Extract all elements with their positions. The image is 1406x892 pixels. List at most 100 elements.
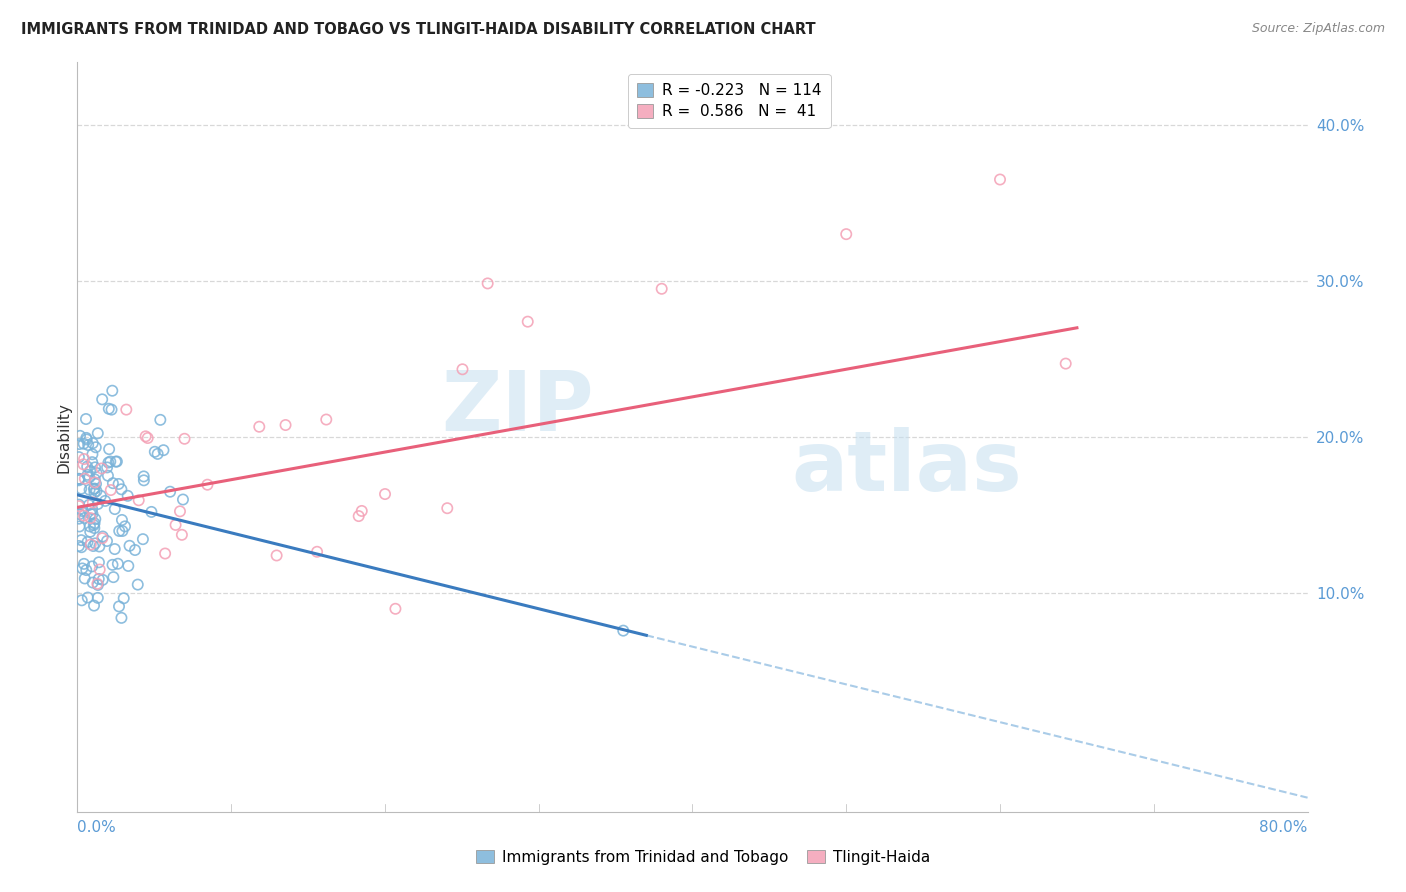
Point [76,535,98,549]
Text: IMMIGRANTS FROM TRINIDAD AND TOBAGO VS TLINGIT-HAIDA DISABILITY CORRELATION CHAR: IMMIGRANTS FROM TRINIDAD AND TOBAGO VS T… [21,22,815,37]
Point [107,477,129,491]
Point [96,460,118,475]
Point [75,412,97,426]
Point [87,426,110,441]
Point [89,540,111,554]
Point [350,504,373,518]
Point [83,485,105,500]
Point [73,508,96,523]
Point [73,472,96,486]
Point [83,475,105,490]
Point [75,563,97,577]
Point [436,501,458,516]
Point [114,519,136,533]
Point [67,499,90,513]
Point [141,505,163,519]
Point [97,468,120,483]
Point [96,534,118,549]
Text: 80.0%: 80.0% [1260,820,1308,835]
Point [1054,357,1077,371]
Point [67,473,90,487]
Point [70,593,93,607]
Point [374,487,396,501]
Point [76,433,98,447]
Point [651,282,673,296]
Point [91,531,114,545]
Point [87,578,110,592]
Point [159,484,181,499]
Point [79,524,101,539]
Point [170,528,193,542]
Point [72,504,94,518]
Point [90,461,112,475]
Point [103,570,125,584]
Point [82,455,104,469]
Point [90,489,112,503]
Point [274,417,297,432]
Point [143,444,166,458]
Text: atlas: atlas [792,426,1022,508]
Point [86,466,108,480]
Point [132,469,155,483]
Point [89,563,111,577]
Point [835,227,858,241]
Point [67,498,90,512]
Point [82,502,104,516]
Point [67,519,90,533]
Point [67,450,90,464]
Point [86,576,108,591]
Point [84,440,107,454]
Point [165,517,187,532]
Point [79,483,101,497]
Point [384,602,406,616]
Point [83,482,105,496]
Point [73,572,96,586]
Point [70,540,93,554]
Point [83,482,105,496]
Point [451,362,474,376]
Point [127,577,149,591]
Point [67,539,90,553]
Point [115,402,138,417]
Point [118,539,141,553]
Text: ZIP: ZIP [441,367,595,448]
Point [197,477,219,491]
Point [70,482,93,496]
Point [73,557,96,571]
Point [172,492,194,507]
Point [73,511,96,525]
Point [132,532,155,546]
Point [307,545,329,559]
Point [76,459,98,474]
Point [110,611,132,625]
Point [104,455,127,469]
Point [91,529,114,543]
Point [80,559,103,574]
Point [73,436,96,450]
Point [98,454,121,468]
Point [101,476,124,491]
Point [100,402,122,417]
Point [988,172,1011,186]
Point [86,483,108,498]
Point [266,549,288,563]
Point [79,511,101,525]
Point [104,502,127,516]
Point [82,575,104,590]
Point [111,524,134,538]
Point [152,443,174,458]
Point [97,401,120,416]
Point [75,431,97,445]
Point [69,507,91,521]
Point [101,384,124,398]
Point [516,315,538,329]
Point [107,557,129,571]
Point [477,277,499,291]
Point [108,599,131,614]
Point [83,599,105,613]
Point [82,539,104,553]
Point [83,516,105,531]
Point [112,591,135,606]
Point [173,432,195,446]
Point [77,438,100,452]
